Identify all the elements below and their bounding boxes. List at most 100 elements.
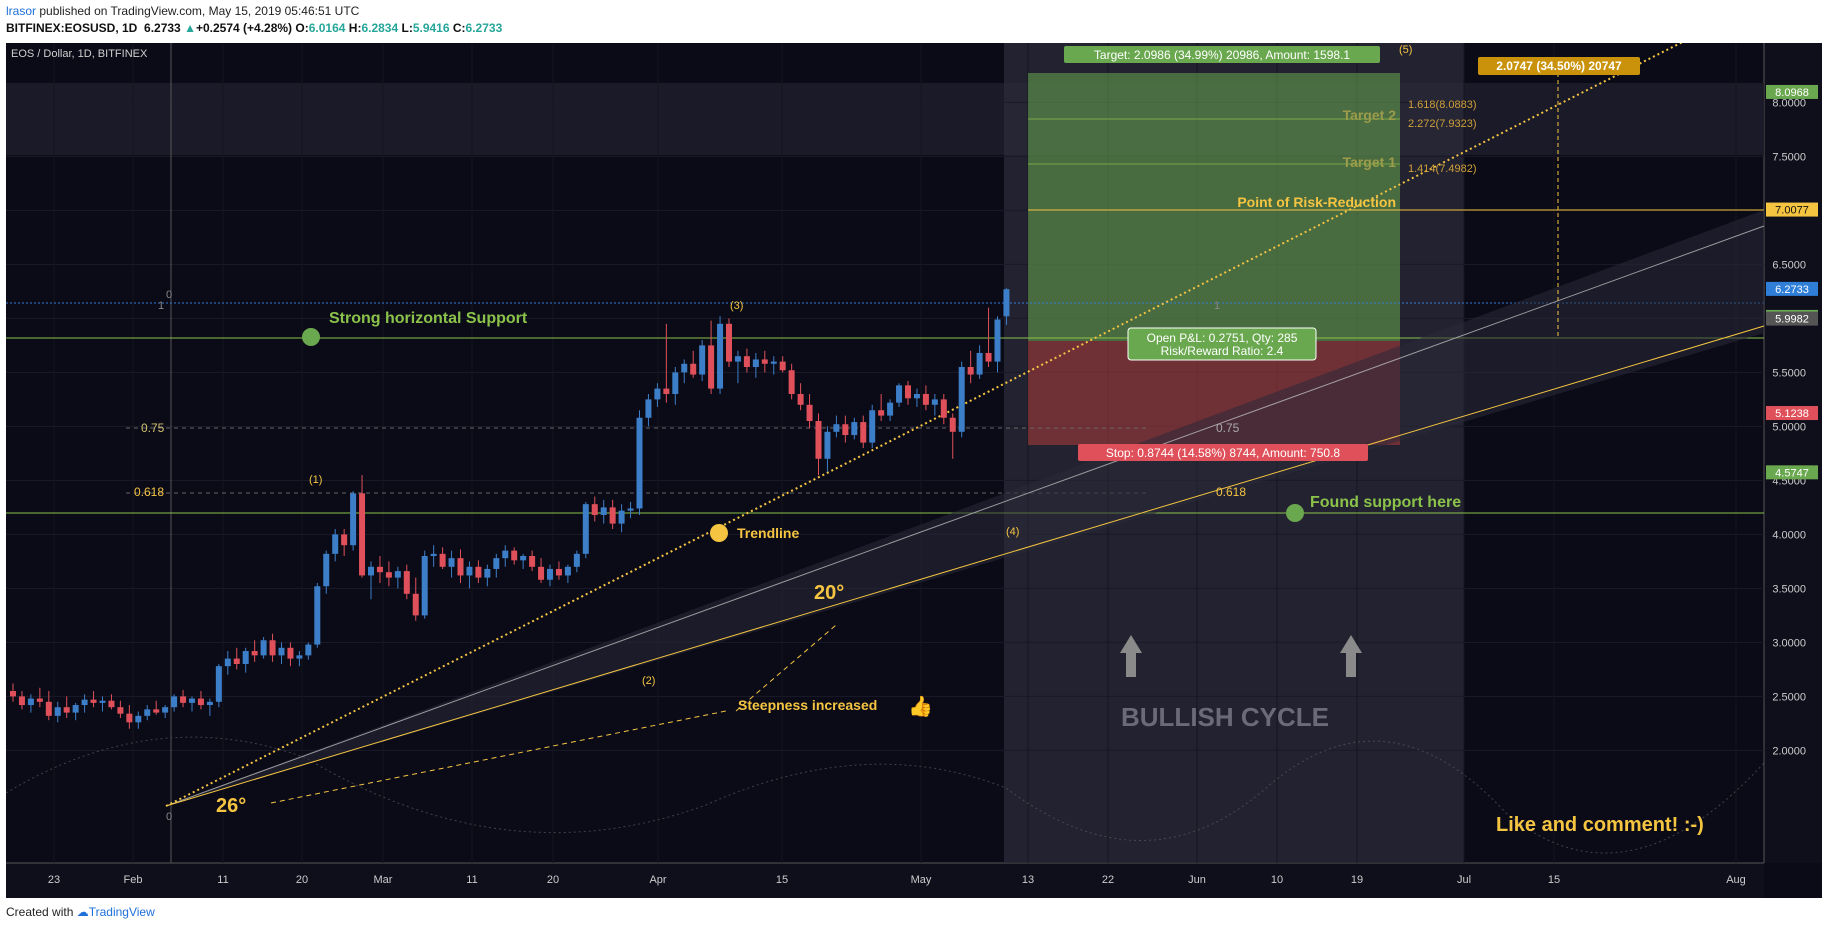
candle-body bbox=[690, 363, 697, 375]
tradingview-link[interactable]: TradingView bbox=[88, 905, 155, 919]
x-tick-label: Jun bbox=[1188, 874, 1206, 886]
candle-body bbox=[72, 705, 79, 713]
author-link[interactable]: lrasor bbox=[6, 4, 37, 18]
candle-body bbox=[368, 566, 374, 576]
candle-body bbox=[913, 394, 920, 399]
candle-body bbox=[627, 508, 634, 511]
x-tick-label: 15 bbox=[1548, 874, 1560, 886]
channel-mid-line bbox=[165, 225, 1765, 807]
y-tick-label: 8.0000 bbox=[1772, 97, 1806, 109]
wave-1-label: (1) bbox=[309, 474, 322, 486]
candle-body bbox=[788, 370, 795, 394]
candle-body bbox=[189, 698, 195, 703]
time-scale[interactable] bbox=[6, 863, 1764, 898]
support-marker bbox=[302, 328, 320, 346]
stop-info-box[interactable]: Stop: 0.8744 (14.58%) 8744, Amount: 750.… bbox=[1078, 444, 1368, 461]
fib-075-left-label: 0.75 bbox=[141, 421, 165, 435]
candle-body bbox=[162, 707, 169, 713]
high-value: 6.2834 bbox=[361, 21, 399, 35]
x-tick-label: Apr bbox=[649, 874, 666, 886]
candle-body bbox=[305, 644, 312, 656]
candle-body bbox=[108, 700, 115, 708]
publish-text: published on TradingView.com, May 15, 20… bbox=[39, 4, 360, 18]
candle-body bbox=[475, 566, 482, 578]
footer: Created with ☁TradingView bbox=[6, 905, 155, 919]
fib-zero-bottom-label: 0 bbox=[166, 811, 172, 823]
wave-2-label: (2) bbox=[642, 675, 655, 687]
price-label-text: 5.1238 bbox=[1775, 408, 1809, 420]
candle-body bbox=[260, 640, 267, 656]
candle-body bbox=[18, 696, 25, 706]
y-tick-label: 7.5000 bbox=[1772, 151, 1806, 163]
candle-body bbox=[994, 319, 1001, 362]
candle-body bbox=[967, 367, 974, 375]
candle-body bbox=[842, 424, 849, 436]
fib-1618-label: 1.618(8.0883) bbox=[1408, 99, 1477, 111]
candle-body bbox=[117, 707, 124, 714]
candle-body bbox=[314, 586, 321, 645]
pnl-line-2: Risk/Reward Ratio: 2.4 bbox=[1161, 344, 1284, 358]
candle-body bbox=[323, 553, 330, 587]
price-label-text: 4.5747 bbox=[1775, 467, 1809, 479]
measure-info-box[interactable]: 2.0747 (34.50%) 20747 bbox=[1478, 57, 1640, 75]
publish-info: lrasor published on TradingView.com, May… bbox=[6, 4, 359, 18]
price-label-text: 5.9982 bbox=[1775, 314, 1809, 326]
candle-body bbox=[493, 558, 500, 569]
price-chart[interactable]: 8.00007.50007.00006.50006.00005.50005.00… bbox=[6, 43, 1822, 898]
candle-body bbox=[869, 410, 876, 443]
x-tick-label: Aug bbox=[1726, 874, 1746, 886]
x-tick-label: Feb bbox=[124, 874, 143, 886]
candle-body bbox=[896, 385, 903, 403]
candle-body bbox=[582, 504, 589, 554]
candle-body bbox=[287, 647, 294, 659]
candle-body bbox=[663, 388, 670, 394]
x-tick-label: May bbox=[911, 874, 932, 886]
candle-body bbox=[251, 651, 258, 656]
candle-body bbox=[878, 410, 885, 416]
candle-body bbox=[600, 507, 607, 515]
candle-body bbox=[958, 367, 965, 432]
target-info-box[interactable]: Target: 2.0986 (34.99%) 20986, Amount: 1… bbox=[1064, 46, 1380, 63]
candle-body bbox=[654, 388, 661, 400]
wave-5-label: (5) bbox=[1399, 44, 1412, 56]
x-tick-label: 20 bbox=[296, 874, 308, 886]
candle-body bbox=[547, 568, 553, 580]
x-tick-label: 22 bbox=[1102, 874, 1114, 886]
candle-body bbox=[887, 402, 894, 416]
x-tick-label: 13 bbox=[1022, 874, 1034, 886]
candle-body bbox=[564, 566, 571, 576]
bullish-cycle-label: BULLISH CYCLE bbox=[1121, 702, 1329, 732]
price-scale[interactable] bbox=[1764, 43, 1822, 863]
price-label-badge bbox=[1766, 84, 1818, 99]
candle-body bbox=[931, 399, 938, 405]
candle-body bbox=[421, 556, 428, 616]
y-tick-label: 6.5000 bbox=[1772, 259, 1806, 271]
pnl-info-box[interactable]: Open P&L: 0.2751, Qty: 285 Risk/Reward R… bbox=[1127, 327, 1317, 361]
symbol-info-bar: BITFINEX:EOSUSD, 1D 6.2733 ▲+0.2574 (+4.… bbox=[6, 21, 502, 35]
tradingview-logo-icon[interactable]: ☁ bbox=[76, 905, 89, 919]
candle-body bbox=[233, 658, 240, 664]
candle-body bbox=[985, 352, 992, 362]
candle-body bbox=[278, 647, 285, 656]
open-label: O: bbox=[295, 21, 309, 35]
y-tick-label: 4.0000 bbox=[1772, 529, 1806, 541]
x-tick-label: 11 bbox=[217, 874, 228, 886]
trendline-marker bbox=[710, 524, 728, 542]
fib-075-right-label: 0.75 bbox=[1216, 421, 1240, 435]
steepness-label: Steepness increased bbox=[738, 697, 877, 713]
x-tick-label: 10 bbox=[1271, 874, 1283, 886]
y-tick-label: 5.0000 bbox=[1772, 421, 1806, 433]
x-tick-label: Mar bbox=[374, 874, 393, 886]
steepness-arrow-line-2 bbox=[735, 624, 837, 712]
cycle-wave bbox=[6, 736, 1765, 854]
open-value: 6.0164 bbox=[308, 21, 346, 35]
x-tick-label: Jul bbox=[1457, 874, 1471, 886]
x-tick-label: 15 bbox=[776, 874, 788, 886]
support-label: Strong horizontal Support bbox=[329, 310, 528, 327]
fib-0618-left-label: 0.618 bbox=[134, 485, 164, 499]
candle-body bbox=[824, 431, 831, 459]
target1-label: Target 1 bbox=[1343, 154, 1397, 170]
y-tick-label: 2.5000 bbox=[1772, 691, 1806, 703]
resistance-zone bbox=[6, 83, 1764, 155]
risk-reduction-label: Point of Risk-Reduction bbox=[1237, 194, 1396, 210]
